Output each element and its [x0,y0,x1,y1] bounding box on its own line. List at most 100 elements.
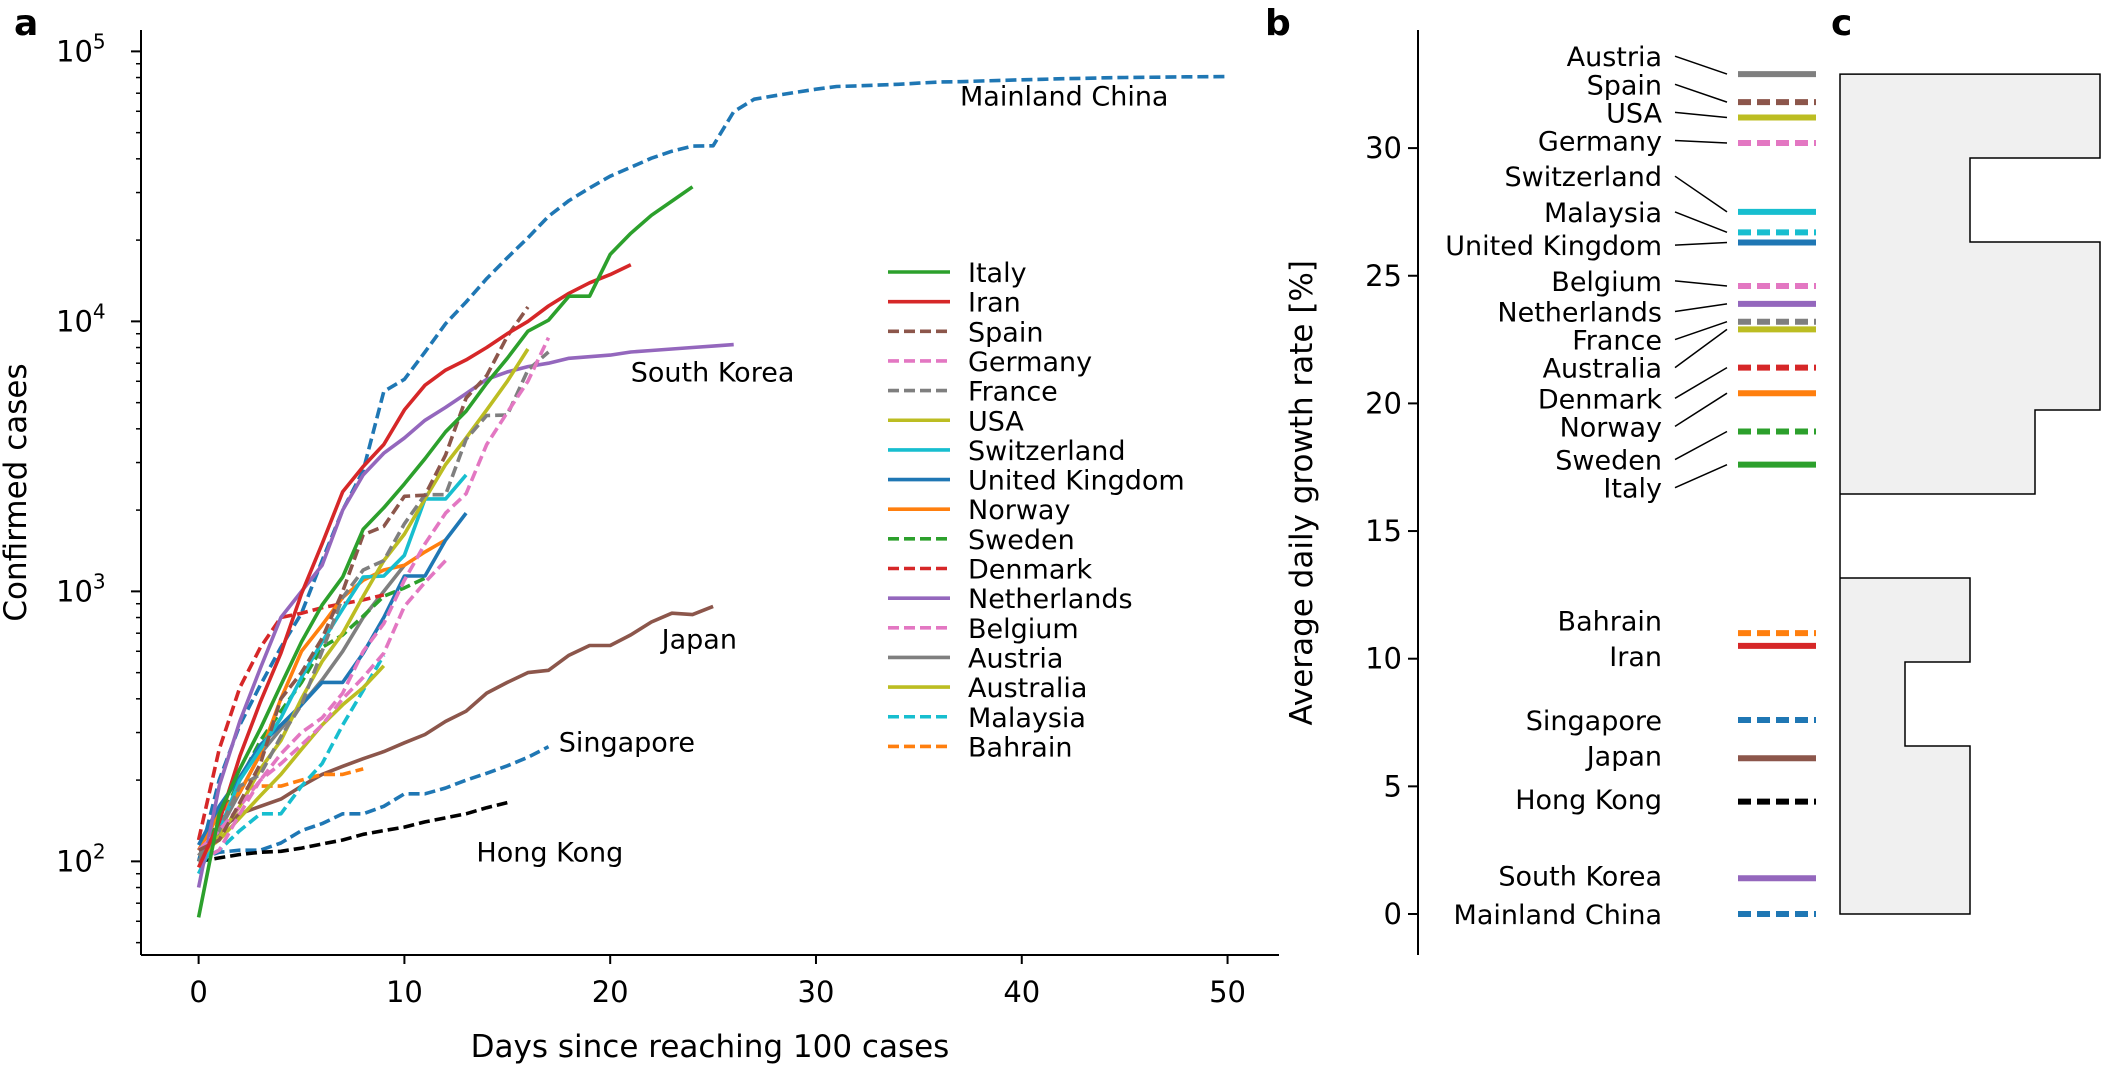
panel-a-y-tick-base: 10 [56,34,93,68]
series-line-malaysia [197,654,386,863]
panel-a-x-tick-label: 30 [798,975,835,1009]
rate-connector-spain [1674,83,1728,103]
panel-b-y-tick-label: 30 [1365,131,1402,165]
legend-label-netherlands: Netherlands [968,584,1133,615]
rate-connector-austria [1674,55,1728,75]
legend-label-malaysia: Malaysia [968,703,1086,734]
rate-label-italy: Italy [1603,474,1662,505]
series-line-japan [197,604,714,857]
legend-label-italy: Italy [968,258,1027,289]
rate-label-mainland-china: Mainland China [1454,900,1662,931]
legend-label-sweden: Sweden [968,525,1075,556]
series-line-singapore [198,745,550,861]
panel-b-y-tick-label: 15 [1365,514,1402,548]
rate-connector-germany [1674,139,1728,144]
panel-a-x-tick-label: 20 [592,975,629,1009]
rate-label-sweden: Sweden [1555,446,1662,477]
rate-connector-united-kingdom [1674,241,1728,246]
panel-a-x-axis-label: Days since reaching 100 cases [471,1029,950,1065]
panel-b-y-tick-label: 25 [1365,259,1402,293]
legend-label-bahrain: Bahrain [968,732,1072,763]
panel-c-label: c [1831,3,1852,44]
panel-a-label: a [14,3,38,44]
rate-label-germany: Germany [1538,126,1662,157]
panel-b-y-tick-label: 10 [1365,642,1402,676]
panel-b-y-tick-label: 5 [1384,769,1402,803]
rate-connector-france [1674,320,1728,341]
panel-a-y-tick-label: 105 [56,29,106,68]
panel-a-y-tick-base: 10 [56,574,93,608]
annotation-singapore: Singapore [559,728,695,759]
legend-label-france: France [968,377,1058,408]
rate-connector-norway [1674,392,1728,428]
legend-label-spain: Spain [968,317,1043,348]
panel-a-x-tick-label: 40 [1003,975,1040,1009]
legend-label-belgium: Belgium [968,614,1079,645]
rate-label-switzerland: Switzerland [1505,162,1663,193]
series-line-mainland-china [196,74,1228,862]
rate-label-belgium: Belgium [1551,267,1662,298]
legend-label-united-kingdom: United Kingdom [968,466,1185,497]
rate-label-japan: Japan [1585,742,1662,773]
panel-a-y-tick-label: 104 [56,299,106,338]
legend-label-germany: Germany [968,347,1092,378]
rate-label-singapore: Singapore [1526,706,1662,737]
legend-label-iran: Iran [968,288,1021,319]
rate-connector-italy [1674,463,1728,489]
rate-label-malaysia: Malaysia [1544,198,1662,229]
panel-a-y-tick-base: 10 [56,844,93,878]
series-line-denmark [196,593,385,841]
annotation-japan: Japan [660,624,737,655]
legend-label-austria: Austria [968,643,1063,674]
rate-label-spain: Spain [1587,70,1662,101]
legend-label-australia: Australia [968,673,1087,704]
rate-label-france: France [1572,326,1662,357]
panel-a-x-tick-label: 50 [1209,975,1246,1009]
panel-c-histogram [1839,73,2101,915]
series-line-iran [196,263,632,869]
legend-label-usa: USA [968,406,1024,437]
annotation-south-korea: South Korea [631,357,795,388]
panel-a-y-tick-exponent: 4 [93,299,106,323]
rate-connector-belgium [1674,280,1728,287]
panel-b-y-axis-label: Average daily growth rate [%] [1284,260,1320,725]
panel-b-y-tick-label: 20 [1365,386,1402,420]
rate-label-norway: Norway [1560,412,1662,443]
panel-b-label: b [1265,3,1291,44]
panel-a-y-axis-label: Confirmed cases [0,363,34,621]
rate-connector-netherlands [1674,303,1728,313]
legend-label-norway: Norway [968,495,1070,526]
series-line-norway [197,538,447,852]
rate-connector-australia [1674,328,1728,369]
panel-a-y-tick-label: 102 [56,839,106,878]
panel-a-x-tick-label: 0 [189,975,207,1009]
series-line-spain [197,305,530,852]
panel-b-growth-rate-chart: Average daily growth rate [%] 0 5 10 15 20 25… [1284,30,1816,955]
annotation-hong-kong: Hong Kong [476,837,623,868]
annotation-mainland-china: Mainland China [960,82,1168,113]
panel-a-y-tick-exponent: 5 [93,29,106,53]
rate-label-usa: USA [1606,98,1662,129]
histogram-shape [1839,73,2101,915]
series-line-belgium [197,559,447,863]
rate-connector-sweden [1674,430,1728,461]
legend-label-switzerland: Switzerland [968,436,1126,467]
series-line-france [197,350,550,863]
rate-label-denmark: Denmark [1538,384,1662,415]
series-line-australia [197,664,386,858]
rate-label-bahrain: Bahrain [1558,606,1662,637]
panel-a-y-tick-exponent: 3 [93,569,106,593]
panel-a-line-chart: Confirmed cases Days since reaching 100 … [0,29,1279,1065]
rate-label-australia: Australia [1543,354,1662,385]
rate-connector-denmark [1674,367,1728,399]
panel-b-y-tick-label: 0 [1384,897,1402,931]
panel-a-x-tick-label: 10 [386,975,423,1009]
rate-label-austria: Austria [1567,42,1662,73]
series-line-hong-kong [198,800,508,864]
rate-connector-malaysia [1674,211,1728,234]
panel-a-y-tick-exponent: 2 [93,839,106,863]
series-line-germany [197,336,551,852]
series-line-italy [196,185,694,918]
rate-label-south-korea: South Korea [1498,862,1662,893]
rate-label-hong-kong: Hong Kong [1515,785,1662,816]
